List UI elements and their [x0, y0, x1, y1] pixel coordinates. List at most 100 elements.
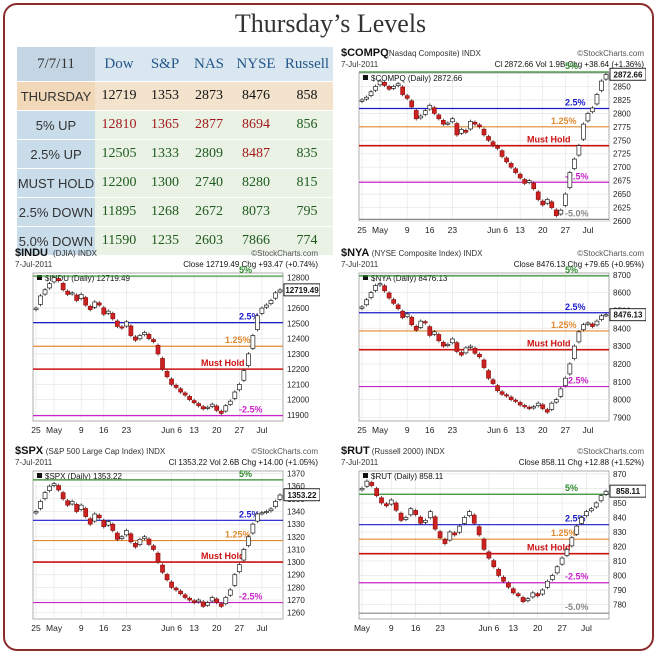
- candle: [486, 550, 492, 560]
- candle: [409, 99, 415, 109]
- level-label: -5.0%: [565, 602, 589, 612]
- y-tick-label: 11900: [287, 411, 309, 420]
- chart-symbol: $SPX: [15, 445, 44, 457]
- x-tick-label: May: [46, 623, 63, 633]
- candle-body: [364, 299, 369, 306]
- candle: [51, 275, 57, 284]
- candle: [581, 322, 586, 332]
- candle-body: [590, 107, 595, 113]
- candle: [549, 401, 555, 412]
- candle-body: [47, 283, 52, 289]
- candle-body: [549, 201, 555, 208]
- candle-body: [440, 342, 446, 347]
- candle: [422, 108, 428, 117]
- candle: [137, 537, 143, 547]
- candle-body: [508, 396, 514, 400]
- candle: [214, 597, 220, 605]
- candle: [481, 358, 487, 370]
- candle-body: [236, 564, 242, 573]
- y-tick-label: 8300: [613, 342, 631, 351]
- level-label: 2.5%: [565, 302, 586, 312]
- candle-body: [151, 339, 156, 343]
- candle-body: [277, 494, 283, 500]
- y-tick-label: 820: [613, 542, 627, 551]
- candle-body: [457, 525, 462, 533]
- candle: [471, 513, 477, 526]
- candle: [477, 123, 482, 129]
- candle: [520, 595, 526, 604]
- candle-body: [42, 289, 48, 295]
- table-cell: 11590: [95, 226, 143, 255]
- candle-body: [418, 320, 424, 328]
- candle: [413, 508, 419, 517]
- table-cell: 8487: [231, 139, 281, 169]
- candle-body: [119, 536, 125, 539]
- candle: [400, 309, 406, 320]
- candle: [255, 512, 260, 523]
- candle-body: [553, 399, 559, 403]
- x-tick-label: 9: [79, 425, 84, 435]
- candle-body: [463, 129, 469, 133]
- candle: [223, 403, 229, 413]
- candle-body: [603, 74, 609, 80]
- candle-body: [96, 514, 102, 519]
- candle-body: [359, 488, 365, 491]
- y-tick-label: 1280: [287, 583, 305, 592]
- candle-body: [463, 347, 469, 354]
- candle: [504, 393, 509, 398]
- candle: [409, 315, 415, 327]
- y-tick-label: 7900: [613, 413, 631, 422]
- candle: [38, 294, 43, 307]
- candle: [374, 486, 379, 498]
- x-tick-label: 20: [538, 425, 548, 435]
- x-tick-label: Jul: [256, 623, 267, 633]
- chart-legend: $NYA (Daily) 8476.13: [371, 274, 448, 283]
- y-tick-label: 12800: [287, 274, 310, 283]
- candle-body: [404, 313, 410, 317]
- candle: [459, 127, 464, 136]
- level-label: 5%: [239, 265, 252, 275]
- candle: [268, 507, 274, 513]
- x-tick-label: 9: [405, 225, 410, 235]
- candle: [369, 480, 375, 488]
- candle-body: [564, 549, 570, 556]
- candle-body: [264, 304, 269, 308]
- candle-body: [544, 199, 550, 204]
- candle-body: [436, 334, 442, 342]
- candle: [491, 558, 497, 569]
- x-tick-label: Jun 6: [478, 623, 499, 633]
- level-label: 2.5%: [565, 514, 586, 524]
- candle-body: [382, 285, 387, 292]
- candle: [124, 320, 129, 328]
- candle: [476, 524, 482, 537]
- candle: [105, 519, 111, 527]
- candle: [572, 344, 577, 361]
- candle-body: [581, 324, 586, 331]
- x-tick-label: 13: [515, 425, 525, 435]
- candle: [200, 404, 206, 411]
- candle: [418, 114, 424, 120]
- candle: [526, 178, 532, 185]
- candle: [598, 493, 604, 503]
- chart-symbol: $NYA: [341, 247, 369, 259]
- candle-body: [373, 86, 378, 91]
- candle: [562, 192, 568, 208]
- candle-body: [522, 179, 528, 184]
- candle: [173, 383, 179, 390]
- candle-body: [400, 310, 406, 318]
- candle-body: [137, 335, 143, 340]
- table-cell: 795: [281, 197, 333, 227]
- candle: [540, 199, 546, 207]
- candle-body: [531, 182, 537, 190]
- candle: [110, 522, 116, 533]
- candle-body: [454, 342, 460, 352]
- level-label: 1.25%: [551, 528, 577, 538]
- candle: [218, 409, 224, 416]
- candle: [191, 398, 197, 405]
- candle: [359, 486, 365, 492]
- candle: [468, 344, 473, 350]
- table-header-nas: NAS: [187, 47, 231, 82]
- candle-body: [408, 508, 414, 516]
- x-tick-label: Jun 6: [161, 623, 182, 633]
- candle: [525, 596, 531, 603]
